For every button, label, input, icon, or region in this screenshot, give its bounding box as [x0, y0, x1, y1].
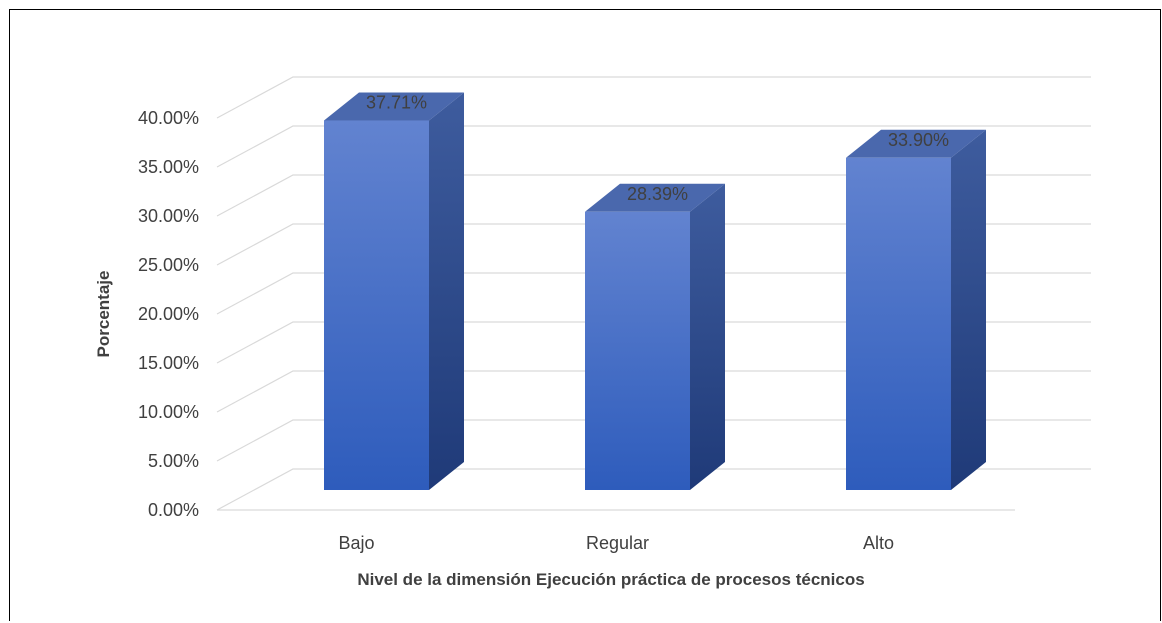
- gridline: [216, 125, 1091, 168]
- data-label: 33.90%: [888, 130, 949, 150]
- gridlines: [216, 76, 1091, 511]
- y-tick-label: 5.00%: [148, 451, 199, 471]
- data-label: 28.39%: [627, 184, 688, 204]
- bar-top-face: [585, 183, 725, 212]
- gridline: [216, 419, 1091, 462]
- gridline: [216, 272, 1091, 315]
- bar-regular: [585, 183, 725, 490]
- gridline: [216, 174, 1091, 217]
- bar-side-face: [690, 183, 725, 490]
- y-axis-ticks: 0.00% 5.00% 10.00% 15.00% 20.00% 25.00% 30.00%…: [138, 108, 199, 520]
- bar-top-face: [846, 129, 986, 158]
- bar-front-face: [846, 157, 951, 490]
- gridline: [216, 76, 1091, 119]
- y-tick-label: 10.00%: [138, 402, 199, 422]
- bar-front-face: [585, 211, 690, 490]
- data-labels: 37.71% 28.39% 33.90%: [366, 92, 949, 203]
- x-category-label: Regular: [586, 533, 649, 553]
- bar-alto: [846, 129, 986, 490]
- gridline: [216, 468, 1091, 511]
- gridline: [216, 223, 1091, 266]
- y-tick-label: 0.00%: [148, 500, 199, 520]
- x-axis-categories: Bajo Regular Alto: [338, 533, 894, 553]
- x-axis-title: Nivel de la dimensión Ejecución práctica…: [357, 570, 864, 589]
- y-tick-label: 30.00%: [138, 206, 199, 226]
- y-tick-label: 40.00%: [138, 108, 199, 128]
- y-tick-label: 25.00%: [138, 255, 199, 275]
- gridline: [216, 321, 1091, 364]
- y-tick-label: 35.00%: [138, 157, 199, 177]
- x-category-label: Alto: [863, 533, 894, 553]
- y-axis-title: Porcentaje: [94, 271, 113, 358]
- bar-side-face: [951, 129, 986, 490]
- y-tick-label: 15.00%: [138, 353, 199, 373]
- gridline: [216, 370, 1091, 413]
- bar-bajo: [324, 92, 464, 490]
- x-category-label: Bajo: [338, 533, 374, 553]
- y-tick-label: 20.00%: [138, 304, 199, 324]
- bar-front-face: [324, 120, 429, 490]
- bar-side-face: [429, 92, 464, 490]
- data-label: 37.71%: [366, 92, 427, 112]
- bar-top-face: [324, 92, 464, 121]
- bars: [324, 92, 986, 490]
